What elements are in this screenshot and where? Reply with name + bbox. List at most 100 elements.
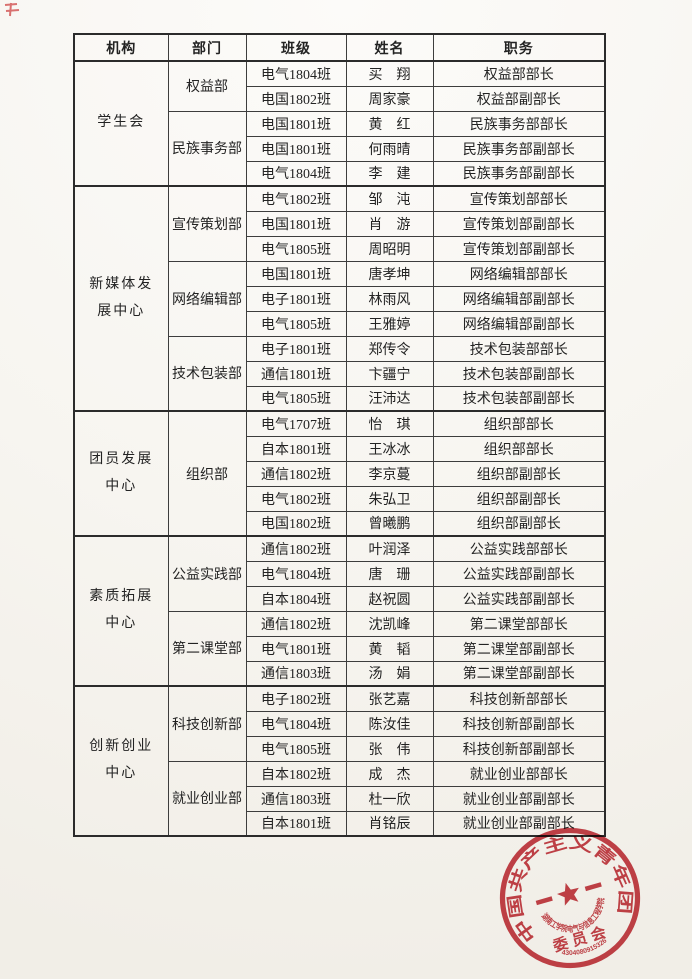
dept-cell: 技术包装部 <box>167 335 247 412</box>
name-cell: 郑传令 <box>345 335 434 362</box>
seal-left-dash <box>535 896 553 906</box>
name-cell: 肖 游 <box>345 210 434 237</box>
table-row: 团员发展 中心 组织部 电气1707班怡 琪组织部部长 <box>73 410 606 537</box>
official-seal: 中国共产主义青年团 湖南工学院电气与信息工程学院 委员会 43040809153… <box>489 817 643 969</box>
position-cell: 网络编辑部部长 <box>432 260 606 287</box>
position-cell: 宣传策划部副部长 <box>432 210 606 237</box>
header-cell-dept: 部门 <box>167 33 247 62</box>
position-cell: 第二课堂部副部长 <box>432 635 606 662</box>
name-cell: 周昭明 <box>345 235 434 262</box>
class-cell: 电气1805班 <box>245 310 347 337</box>
name-cell: 王冰冰 <box>345 435 434 462</box>
class-cell: 电子1801班 <box>245 335 347 362</box>
star-icon <box>556 882 579 906</box>
header-cell-name: 姓名 <box>345 33 434 62</box>
class-cell: 通信1801班 <box>245 360 347 387</box>
org-cell: 创新创业 中心 <box>73 685 169 837</box>
table-row: 技术包装部 电子1801班 郑传令 技术包装部部长 <box>74 335 606 412</box>
name-cell: 陈汝佳 <box>345 710 434 737</box>
name-cell: 张 伟 <box>345 735 434 762</box>
table-row: 第二课堂部 通信1802班 沈凯峰 第二课堂部部长 <box>74 610 606 687</box>
position-cell: 民族事务部部长 <box>432 110 606 137</box>
class-cell: 电国1802班 <box>245 510 347 537</box>
name-cell: 杜一欣 <box>345 785 434 812</box>
header-cell-org: 机构 <box>73 33 169 62</box>
table-row: 通信1803班汤 娟第二课堂部副部长 <box>74 660 606 687</box>
class-cell: 自本1801班 <box>245 810 347 837</box>
dept-cell: 民族事务部 <box>167 110 247 187</box>
table-row: 民族事务部 电国1801班黄 红民族事务部部长 <box>74 110 606 187</box>
table-row: 电气1805班张 伟科技创新部副部长 <box>74 735 606 762</box>
name-cell: 怡 琪 <box>345 410 434 437</box>
position-cell: 权益部部长 <box>432 60 606 87</box>
name-cell: 黄 红 <box>345 110 434 137</box>
position-cell: 就业创业部部长 <box>432 760 606 787</box>
position-cell: 技术包装部部长 <box>432 335 606 362</box>
table-row: 电子1801班 林雨风 网络编辑部副部长 <box>74 285 606 312</box>
class-cell: 电气1804班 <box>245 60 347 87</box>
class-cell: 自本1804班 <box>245 585 347 612</box>
name-cell: 邹 沌 <box>345 185 434 212</box>
table-row: 创新创业 中心 科技创新部 电子1802班 张艺嘉 科技创新部部长 <box>73 685 606 837</box>
class-cell: 自本1802班 <box>245 760 347 787</box>
dept-cell: 公益实践部 <box>167 535 247 612</box>
org-cell: 新媒体发 展中心 <box>73 185 169 412</box>
position-cell: 科技创新部副部长 <box>432 710 606 737</box>
name-cell: 朱弘卫 <box>345 485 434 512</box>
position-cell: 组织部副部长 <box>432 510 606 537</box>
class-cell: 电气1804班 <box>245 160 347 187</box>
position-cell: 网络编辑部副部长 <box>432 310 606 337</box>
position-cell: 宣传策划部部长 <box>432 185 606 212</box>
class-cell: 自本1801班 <box>245 435 347 462</box>
class-cell: 电气1804班 <box>245 560 347 587</box>
table-row: 电气1805班 周昭明 宣传策划部副部长 <box>74 235 606 262</box>
class-cell: 电气1707班 <box>245 410 347 437</box>
position-cell: 民族事务部副部长 <box>432 135 606 162</box>
position-cell: 组织部部长 <box>432 435 606 462</box>
name-cell: 卞疆宁 <box>345 360 434 387</box>
position-cell: 公益实践部部长 <box>432 535 606 562</box>
org-table-body: 学生会 权益部 电气1804班买 翔权益部部长 电国1802班 周家豪 权益部副部长 民族事… <box>73 60 606 837</box>
name-cell: 林雨风 <box>345 285 434 312</box>
class-cell: 电气1802班 <box>245 485 347 512</box>
table-row: 电气1804班李 建民族事务部副部长 <box>74 160 606 187</box>
class-cell: 电气1805班 <box>245 235 347 262</box>
position-cell: 就业创业部副部长 <box>432 785 606 812</box>
position-cell: 民族事务部副部长 <box>432 160 606 187</box>
name-cell: 李京蔓 <box>345 460 434 487</box>
class-cell: 电气1805班 <box>245 735 347 762</box>
table-row: 电国1802班 曾曦鹏 组织部副部长 <box>74 510 606 537</box>
org-cell: 学生会 <box>73 60 169 187</box>
position-cell: 技术包装部副部长 <box>432 360 606 387</box>
table-row: 通信1803班 杜一欣 就业创业部副部长 <box>74 785 606 812</box>
table-row: 学生会 权益部 电气1804班买 翔权益部部长 <box>73 60 606 187</box>
class-cell: 电气1802班 <box>245 185 347 212</box>
name-cell: 汤 娟 <box>345 660 434 687</box>
class-cell: 电国1801班 <box>245 210 347 237</box>
class-cell: 电子1801班 <box>245 285 347 312</box>
position-cell: 公益实践部副部长 <box>432 560 606 587</box>
table-row: 电气1802班 朱弘卫 组织部副部长 <box>74 485 606 512</box>
name-cell: 黄 韬 <box>345 635 434 662</box>
name-cell: 张艺嘉 <box>345 685 434 712</box>
position-cell: 公益实践部副部长 <box>432 585 606 612</box>
class-cell: 电国1801班 <box>245 110 347 137</box>
name-cell: 何雨晴 <box>345 135 434 162</box>
org-roster-table: 机构 部门 班级 姓名 职务 学生会 权益部 电气1804班买 翔权益部部长 电国18… <box>73 33 606 837</box>
class-cell: 电气1805班 <box>245 385 347 412</box>
dept-cell: 权益部 <box>167 60 247 112</box>
name-cell: 周家豪 <box>345 85 434 112</box>
class-cell: 电国1801班 <box>245 135 347 162</box>
table-row: 电国1801班 何雨晴 民族事务部副部长 <box>74 135 606 162</box>
dept-cell: 宣传策划部 <box>167 185 247 262</box>
org-cell: 团员发展 中心 <box>73 410 169 537</box>
class-cell: 通信1803班 <box>245 785 347 812</box>
dept-cell: 第二课堂部 <box>167 610 247 687</box>
seal-ring <box>499 827 641 969</box>
table-row: 网络编辑部 电国1801班 唐孝坤 网络编辑部部长 <box>74 260 606 337</box>
position-cell: 组织部副部长 <box>432 460 606 487</box>
table-row: 通信1802班 李京蔓 组织部副部长 <box>74 460 606 487</box>
position-cell: 网络编辑部副部长 <box>432 285 606 312</box>
name-cell: 汪沛达 <box>345 385 434 412</box>
